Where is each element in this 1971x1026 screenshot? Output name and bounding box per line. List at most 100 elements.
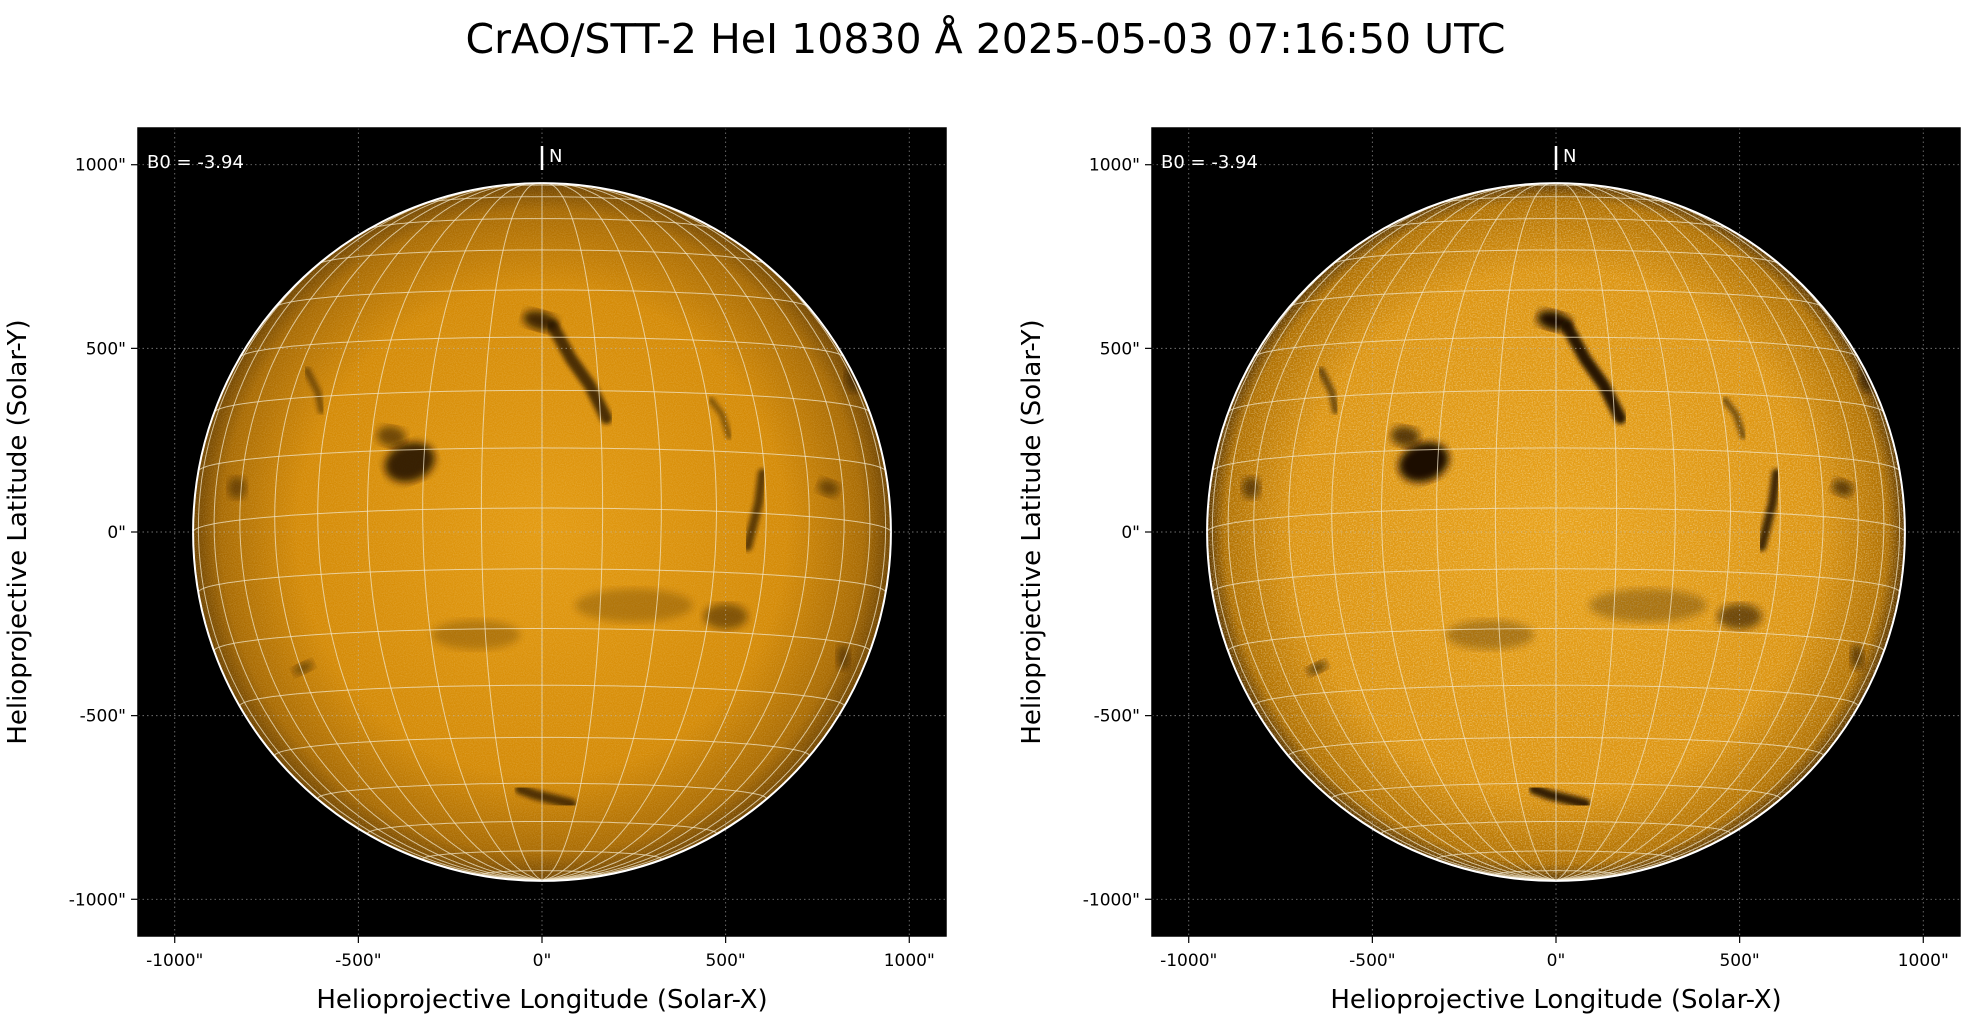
grid-meridian <box>1555 185 1859 881</box>
solar-feature <box>227 476 247 499</box>
grid-meridian <box>1211 207 1557 881</box>
y-tick-label: 0" <box>107 523 126 543</box>
solar-feature <box>1390 426 1420 447</box>
grid-meridian <box>1555 183 1618 881</box>
y-tick-label: 0" <box>1121 523 1140 543</box>
solar-filament <box>1721 396 1747 440</box>
x-tick-label: -1000" <box>1160 951 1217 971</box>
solar-filament <box>1529 784 1591 809</box>
x-tick-label: 1000" <box>884 951 935 971</box>
grid-meridian <box>541 207 887 881</box>
x-tick-label: -500" <box>1349 951 1395 971</box>
grid-meridian <box>1555 183 1676 881</box>
solar-feature <box>384 442 435 483</box>
north-label: N <box>549 146 562 167</box>
solar-filament <box>515 784 577 809</box>
grid-parallel <box>317 782 767 799</box>
y-tick-label: -500" <box>1094 707 1140 727</box>
x-tick-label: 500" <box>1719 951 1759 971</box>
y-tick-label: -500" <box>80 707 126 727</box>
grid-parallel <box>422 850 662 860</box>
solar-feature <box>1717 603 1762 630</box>
solar-feature <box>376 426 406 447</box>
grid-parallel <box>1436 850 1676 860</box>
x-axis-label: Helioprojective Longitude (Solar-X) <box>316 985 767 1015</box>
grid-meridian <box>480 183 543 881</box>
solar-filament <box>707 396 733 440</box>
grid-parallel <box>275 289 809 308</box>
solar-feature <box>1398 442 1449 483</box>
solar-feature <box>1241 476 1261 499</box>
grid-meridian <box>274 184 543 881</box>
grid-meridian <box>541 183 604 881</box>
grid-parallel <box>1331 782 1781 799</box>
x-axis-label: Helioprojective Longitude (Solar-X) <box>1330 985 1781 1015</box>
solar-feature <box>1307 661 1328 675</box>
grid-meridian <box>541 184 810 881</box>
x-tick-label: 0" <box>1547 951 1566 971</box>
grid-meridian <box>422 183 543 881</box>
b0-annotation: B0 = -3.94 <box>1161 152 1258 173</box>
x-tick-label: -500" <box>335 951 381 971</box>
y-tick-label: 500" <box>86 339 126 359</box>
grid-parallel <box>239 684 845 707</box>
grid-parallel <box>1253 684 1859 707</box>
grid-meridian <box>541 183 767 881</box>
solar-feature <box>1445 620 1534 650</box>
north-label: N <box>1563 146 1576 167</box>
figure-title: CrAO/STT-2 HeI 10830 Å 2025-05-03 07:16:… <box>465 15 1506 63</box>
solar-feature <box>1831 479 1854 497</box>
y-tick-label: -1000" <box>69 890 126 910</box>
grid-parallel <box>193 507 891 533</box>
grid-meridian <box>541 185 845 881</box>
solar-feature <box>1589 588 1707 622</box>
x-tick-label: 0" <box>533 951 552 971</box>
solar-filament <box>1561 320 1627 425</box>
grid-parallel <box>1211 568 1901 593</box>
grid-parallel <box>1288 736 1824 756</box>
solar-feature <box>293 661 314 675</box>
grid-meridian <box>1555 183 1781 881</box>
solar-filament <box>743 468 767 552</box>
grid-parallel <box>197 568 887 593</box>
grid-parallel <box>1289 289 1823 308</box>
solar-feature <box>1850 644 1864 670</box>
solar-feature <box>575 588 693 622</box>
grid-meridian <box>1253 185 1557 881</box>
grid-parallel <box>1207 507 1905 533</box>
grid-meridian <box>1555 207 1901 881</box>
grid-parallel <box>240 336 844 357</box>
y-tick-label: 500" <box>1100 339 1140 359</box>
x-tick-label: -1000" <box>146 951 203 971</box>
grid-meridian <box>1555 183 1732 881</box>
grid-parallel <box>1254 336 1858 357</box>
solar-filament <box>547 320 613 425</box>
grid-meridian <box>1288 184 1557 881</box>
solar-filament <box>1757 468 1781 552</box>
y-tick-label: 1000" <box>75 156 126 176</box>
x-tick-label: 1000" <box>1898 951 1949 971</box>
grid-meridian <box>1555 184 1824 881</box>
left-panel: -1000" -500" 0" 500" 1000" -1000" -500" 0" 500" 1… <box>3 127 947 1015</box>
solar-filament <box>1317 366 1340 415</box>
solar-feature <box>703 603 748 630</box>
grid-meridian <box>1436 183 1557 881</box>
y-tick-label: 1000" <box>1089 156 1140 176</box>
y-axis-label: Helioprojective Latitude (Solar-Y) <box>3 319 33 744</box>
b0-annotation: B0 = -3.94 <box>147 152 244 173</box>
grid-meridian <box>541 183 718 881</box>
solar-filament <box>303 366 326 415</box>
grid-meridian <box>239 185 543 881</box>
grid-parallel <box>274 736 810 756</box>
grid-meridian <box>1494 183 1557 881</box>
grid-meridian <box>541 183 662 881</box>
grid-meridian <box>197 207 543 881</box>
solar-feature <box>431 620 520 650</box>
y-axis-label: Helioprojective Latitude (Solar-Y) <box>1017 319 1047 744</box>
y-tick-label: -1000" <box>1083 890 1140 910</box>
grid-meridian <box>366 183 543 881</box>
solar-feature <box>836 644 850 670</box>
grid-meridian <box>1380 183 1557 881</box>
solar-feature <box>817 479 840 497</box>
